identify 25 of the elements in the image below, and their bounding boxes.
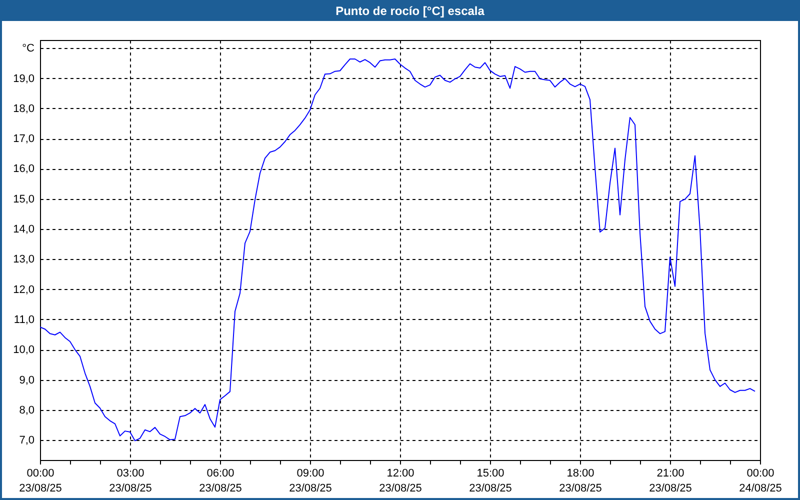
line-series (40, 58, 756, 442)
x-tick-label: 03:00 23/08/25 (109, 468, 152, 494)
y-tick-label: 12,0 (13, 284, 34, 296)
chart-title: Punto de rocío [°C] escala (336, 4, 485, 18)
y-tick-label: 17,0 (13, 133, 34, 146)
x-tick-label: 18:00 23/08/25 (559, 468, 602, 494)
x-tick-label: 15:00 23/08/25 (469, 468, 512, 494)
y-tick-label: 8,0 (19, 404, 34, 416)
x-tick-label: 12:00 23/08/25 (379, 468, 422, 494)
y-tick-label: 7,0 (19, 434, 34, 447)
y-tick-label: 11,0 (14, 314, 34, 326)
y-tick-label: 10,0 (13, 344, 34, 356)
y-tick-label: °C (22, 42, 35, 55)
y-tick-label: 15,0 (13, 193, 34, 206)
y-tick-label: 19,0 (13, 72, 34, 85)
x-tick-label: 09:00 23/08/25 (289, 468, 332, 494)
y-tick-label: 16,0 (13, 163, 34, 176)
y-tick-label: 9,0 (19, 374, 34, 386)
x-tick-label: 00:00 23/08/25 (19, 468, 62, 494)
y-tick-label: 18,0 (13, 102, 34, 115)
y-tick-label: 13,0 (13, 254, 34, 266)
y-tick-label: 14,0 (13, 224, 34, 236)
x-tick-label: 21:00 23/08/25 (649, 468, 692, 494)
x-tick-label: 00:00 24/08/25 (739, 468, 782, 494)
x-tick-label: 06:00 23/08/25 (199, 468, 242, 494)
